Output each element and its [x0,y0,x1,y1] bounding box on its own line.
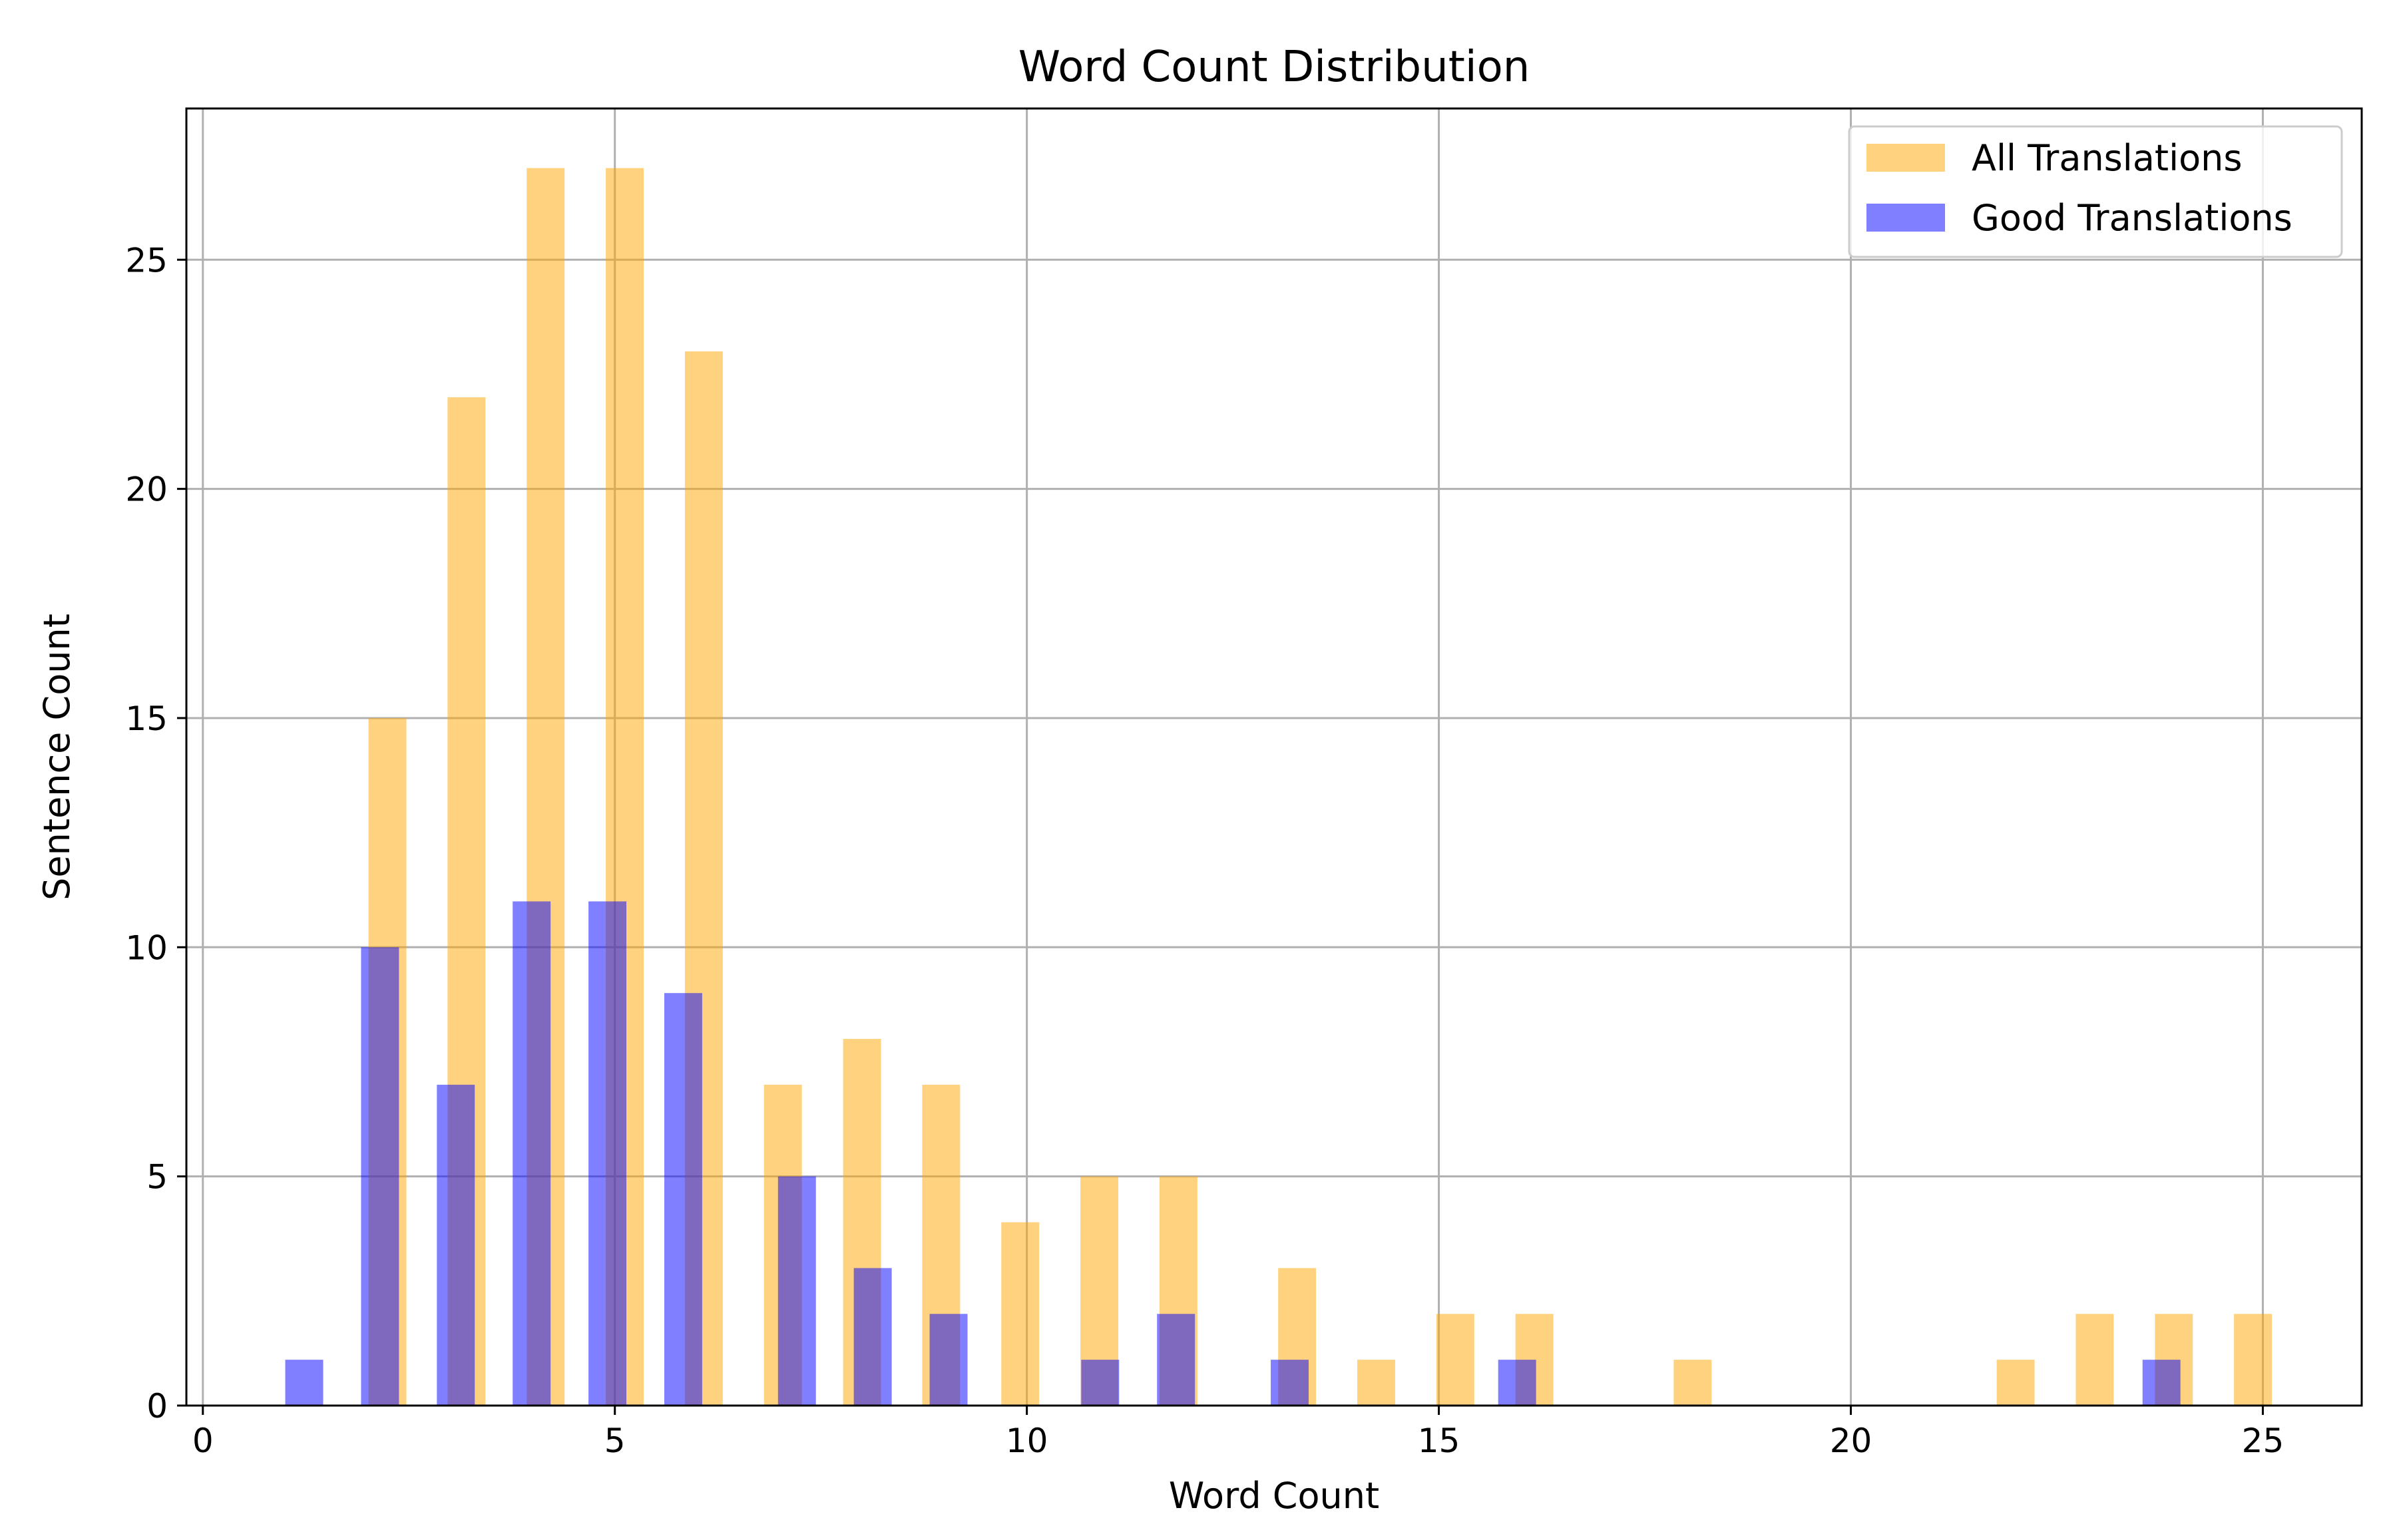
bar [437,1084,475,1406]
y-tick-label: 10 [125,928,168,967]
bar [1271,1360,1309,1406]
x-axis-label: Word Count [1169,1475,1379,1517]
y-tick-label: 20 [125,471,168,509]
ticks-layer: 0 5 10 15 20 25 0 5 10 15 20 25 [125,241,2284,1460]
bar [513,901,551,1406]
bar [1996,1360,2035,1406]
x-tick-label: 15 [1418,1422,1460,1460]
bar [1436,1314,1474,1406]
x-tick-label: 25 [2242,1422,2284,1460]
legend-swatch-all-translations [1866,144,1945,172]
legend-swatch-good-translations [1866,204,1945,232]
legend-label-all-translations: All Translations [1972,137,2242,179]
bar [361,947,399,1406]
chart-title: Word Count Distribution [1018,43,1530,92]
bar [2075,1314,2114,1406]
bar [1498,1360,1536,1406]
bar [1357,1360,1395,1406]
x-tick-label: 20 [1830,1422,1872,1460]
y-axis-label: Sentence Count [36,614,78,900]
bar [929,1314,968,1406]
legend: All Translations Good Translations [1848,125,2343,258]
bar [664,993,702,1406]
x-tick-label: 0 [192,1422,214,1460]
y-tick-label: 0 [146,1387,168,1426]
bars-layer [285,168,2273,1406]
bar [853,1268,892,1406]
bar [285,1360,324,1406]
bar [1157,1314,1195,1406]
bar [588,901,627,1406]
bar [1001,1222,1040,1406]
bar [2234,1314,2273,1406]
bar [2142,1360,2181,1406]
series-good-translations [285,901,2181,1406]
bar [777,1176,816,1406]
plot-frame [185,107,2363,1407]
bar [1081,1360,1120,1406]
x-tick-label: 5 [604,1422,626,1460]
legend-box [1848,125,2343,258]
y-tick-label: 15 [125,699,168,738]
y-tick-label: 5 [146,1158,168,1197]
bar [1673,1360,1712,1406]
x-tick-label: 10 [1006,1422,1048,1460]
y-tick-label: 25 [125,241,168,280]
legend-label-good-translations: Good Translations [1972,197,2292,239]
